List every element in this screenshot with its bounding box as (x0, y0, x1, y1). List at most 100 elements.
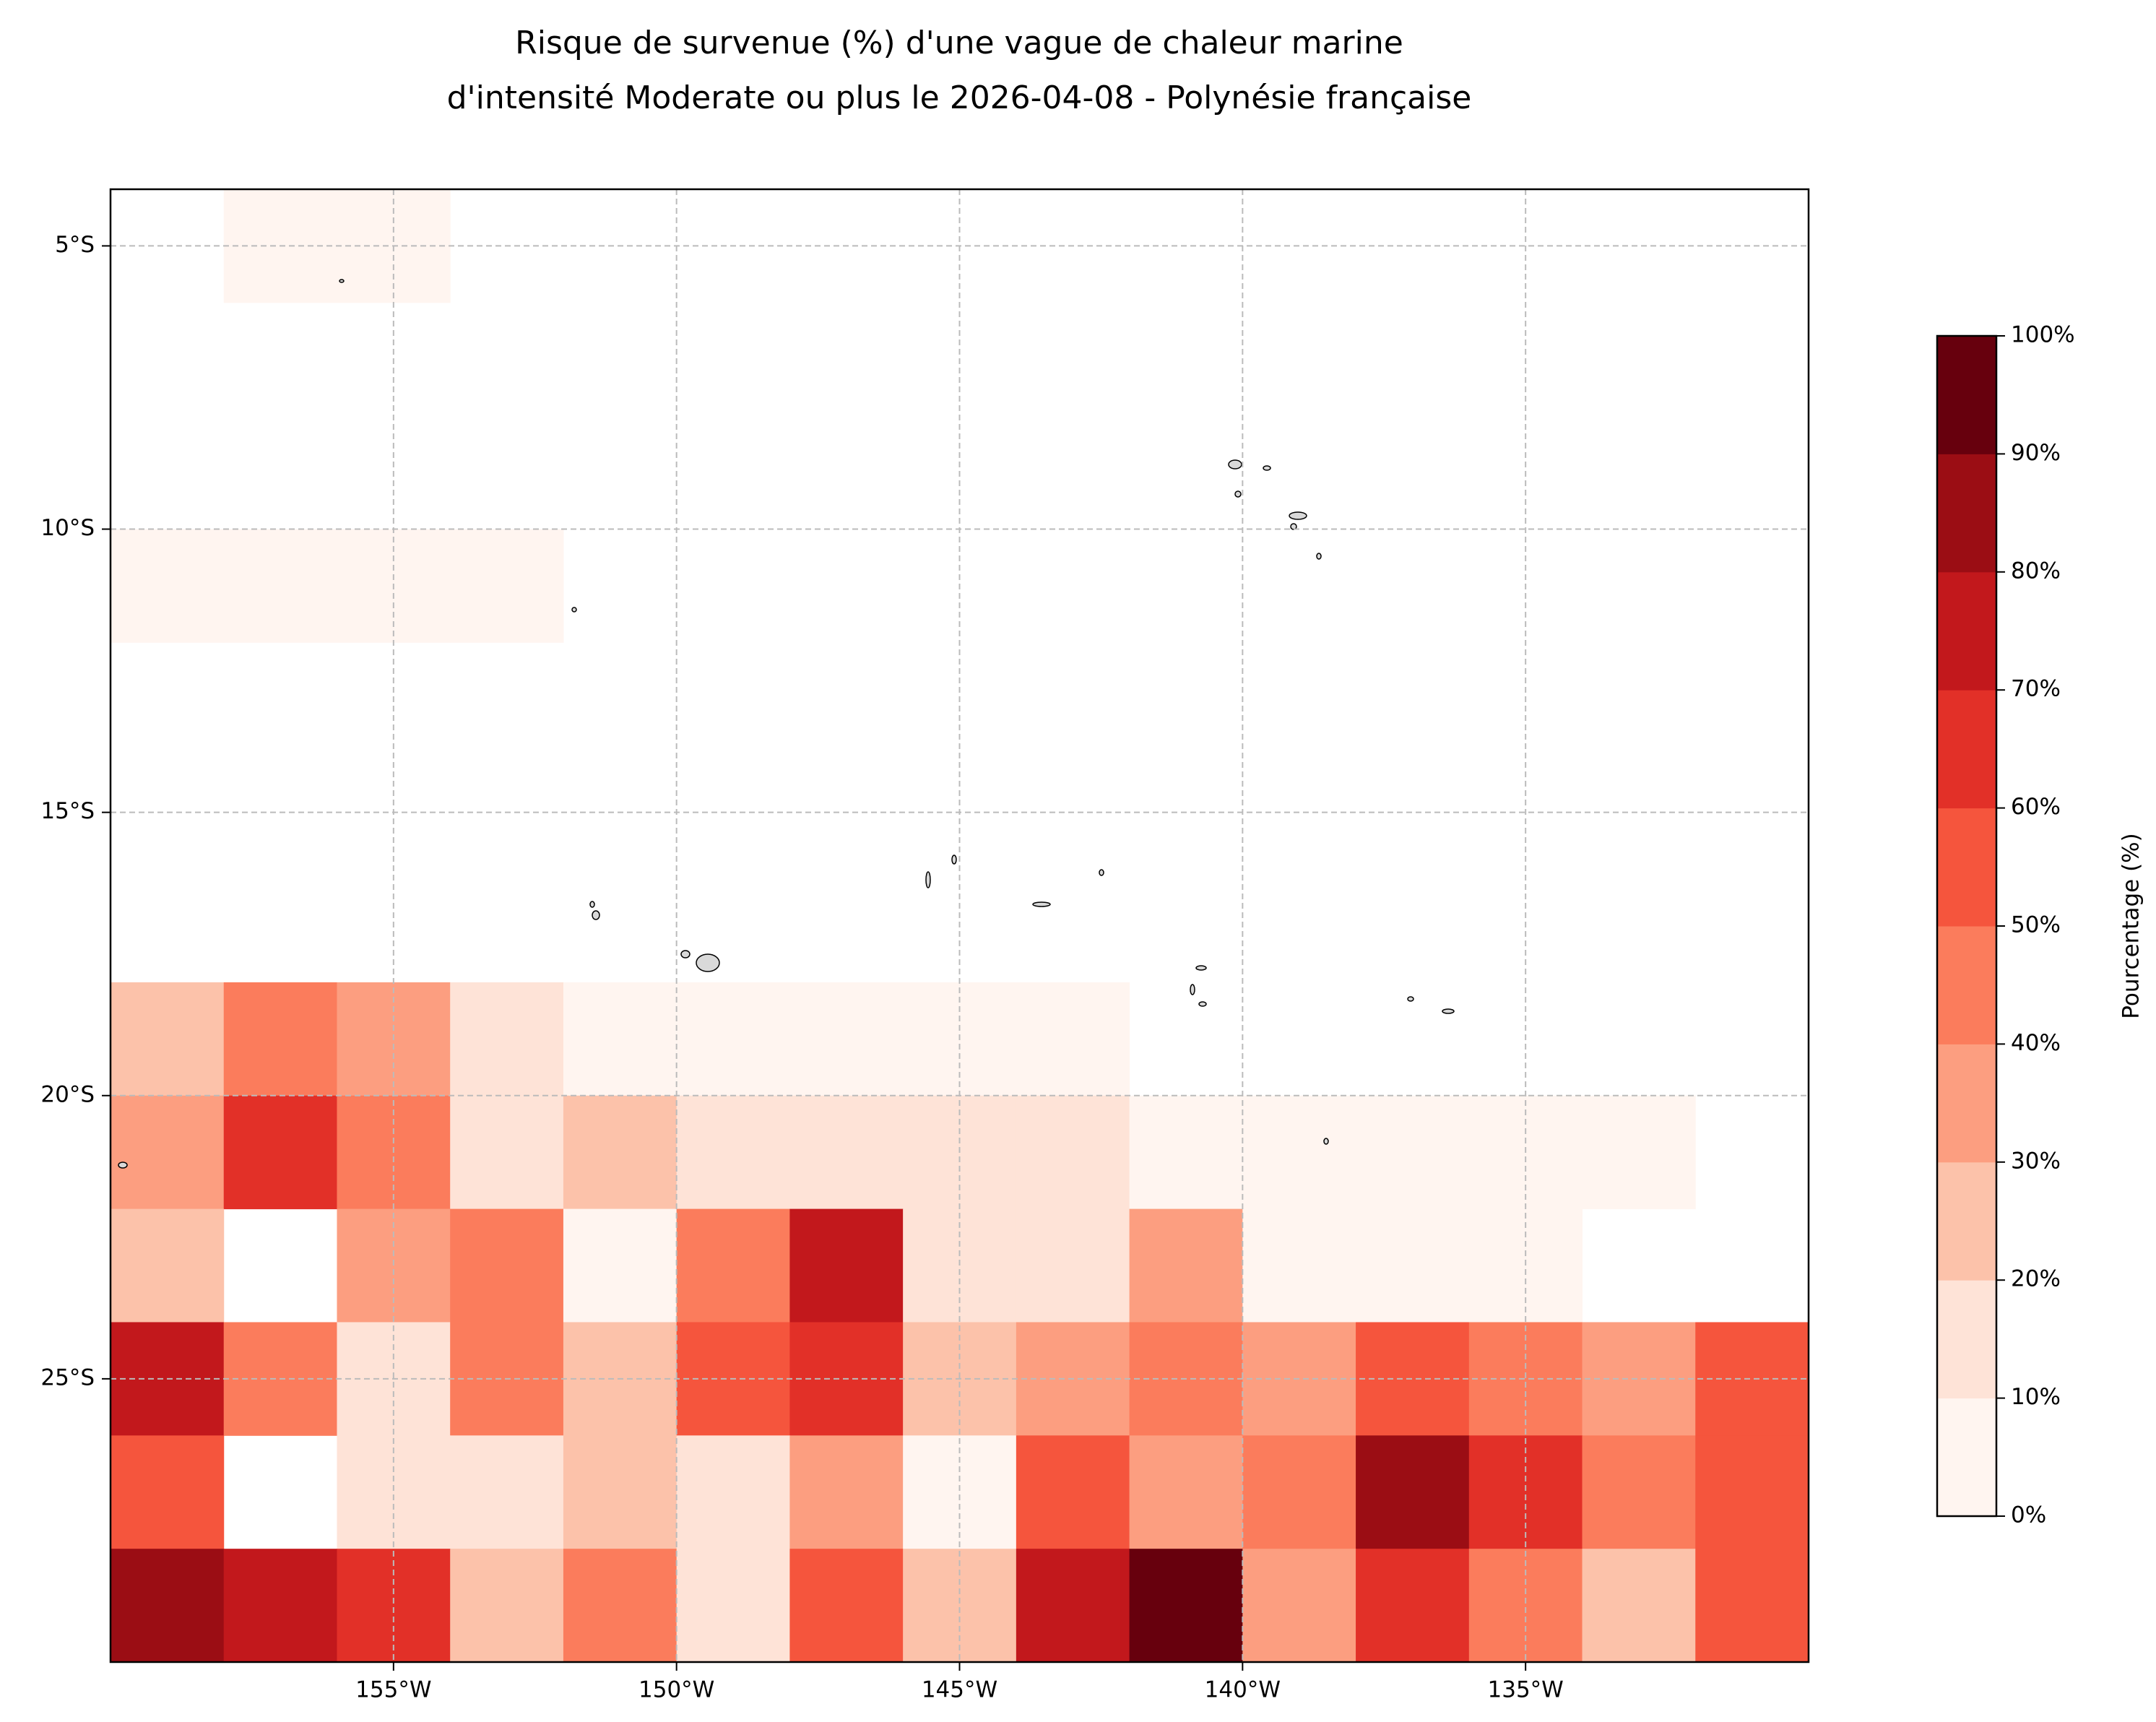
field-cell (223, 1549, 337, 1663)
colorbar-tick-label: 0% (2011, 1502, 2046, 1528)
colorbar-segment (1937, 808, 1996, 927)
field-cell (224, 869, 337, 982)
colorbar-tick-label: 90% (2011, 440, 2061, 466)
field-cell (789, 869, 903, 982)
field-cell (677, 642, 790, 756)
island (339, 279, 345, 283)
chart-title: Risque de survenue (%) d'une vague de ch… (515, 25, 1403, 61)
field-cell (1016, 1208, 1130, 1323)
field-cell (111, 416, 224, 529)
field-cell (1129, 1095, 1243, 1210)
island (1289, 511, 1307, 520)
field-cell (1129, 1435, 1243, 1549)
field-cell (1582, 1435, 1696, 1549)
field-cell (1695, 642, 1809, 756)
field-cell (1582, 1549, 1696, 1663)
field-cell (1130, 529, 1243, 643)
x-tick-label: 140°W (1205, 1677, 1281, 1703)
field-cell (1468, 1435, 1583, 1549)
field-cell (789, 982, 904, 1096)
field-cell (563, 642, 677, 756)
field-cell (789, 1208, 904, 1323)
field-cell (223, 1095, 337, 1210)
islands (118, 279, 1455, 1169)
island (1234, 490, 1242, 498)
field-cell (1356, 1549, 1470, 1663)
y-tick-label: 25°S (40, 1364, 95, 1390)
colorbar-tick-label: 70% (2011, 676, 2061, 702)
field-cell (224, 416, 337, 529)
field-cell (1130, 982, 1243, 1096)
field-cell (1356, 869, 1469, 982)
field-cell (789, 303, 903, 416)
colorbar-tick-label: 50% (2011, 912, 2061, 938)
colorbar-segment (1937, 1161, 1996, 1281)
island (589, 901, 595, 908)
field-cell (450, 529, 564, 643)
field-cell (1016, 1095, 1130, 1210)
field-cell (563, 869, 677, 982)
field-cell (224, 1435, 337, 1549)
field-cell (1695, 1322, 1809, 1436)
field-cell (1582, 1095, 1696, 1210)
colorbar-tick-label: 100% (2011, 322, 2075, 348)
x-tick-label: 135°W (1488, 1677, 1564, 1703)
field-cell (1356, 1435, 1470, 1549)
field-cell (111, 869, 224, 982)
island (1032, 901, 1051, 907)
y-tick-label: 15°S (40, 798, 95, 824)
field-cell (111, 1208, 225, 1323)
field-cell (789, 642, 903, 756)
colorbar-segment (1937, 1398, 1996, 1517)
colorbar-tick-label: 40% (2011, 1030, 2061, 1056)
field-cell (677, 529, 790, 643)
island (925, 871, 931, 888)
colorbar-segment (1937, 454, 1996, 573)
island (1442, 1008, 1455, 1014)
field-cell (111, 982, 225, 1096)
island (1407, 996, 1414, 1002)
field-cell (1695, 1209, 1809, 1323)
field-cell (1242, 1208, 1356, 1323)
field-cell (223, 982, 337, 1096)
field-cell (677, 869, 790, 982)
field-cell (1583, 529, 1696, 643)
field-cell (676, 1095, 790, 1210)
y-tick-label: 10°S (40, 515, 95, 541)
field-cell (337, 1435, 451, 1549)
field-cell (450, 642, 563, 756)
field-cell (677, 303, 790, 416)
island (1198, 1001, 1207, 1007)
island (592, 910, 600, 920)
island (1195, 965, 1207, 971)
field-cell (676, 1549, 790, 1663)
colorbar-segment (1937, 571, 1996, 691)
field-cell (224, 1209, 337, 1323)
colorbar-segment (1937, 926, 1996, 1044)
field-cell (563, 303, 677, 416)
island (118, 1161, 128, 1169)
field-cell (1129, 1549, 1243, 1663)
field-cell (1242, 303, 1356, 416)
island (1228, 459, 1242, 470)
field-cell (1583, 416, 1696, 529)
chart-title: d'intensité Moderate ou plus le 2026-04-… (447, 79, 1472, 116)
field-cell (676, 1208, 790, 1323)
island (571, 607, 577, 613)
field-cell (1016, 1435, 1130, 1549)
island (1263, 465, 1271, 471)
field-cell (563, 416, 677, 529)
field-cell (1242, 982, 1356, 1096)
field-cell (1695, 416, 1809, 529)
field-cell (563, 982, 677, 1096)
field-cell (1130, 416, 1243, 529)
field-cell (1468, 1549, 1583, 1663)
island (696, 953, 720, 972)
field-cell (1356, 642, 1469, 756)
field-cell (1356, 416, 1469, 529)
field-cell (789, 1549, 904, 1663)
field-cell (111, 303, 224, 416)
field-cell (676, 1435, 790, 1549)
field-cell (1016, 529, 1130, 643)
field-cell (563, 1208, 677, 1323)
